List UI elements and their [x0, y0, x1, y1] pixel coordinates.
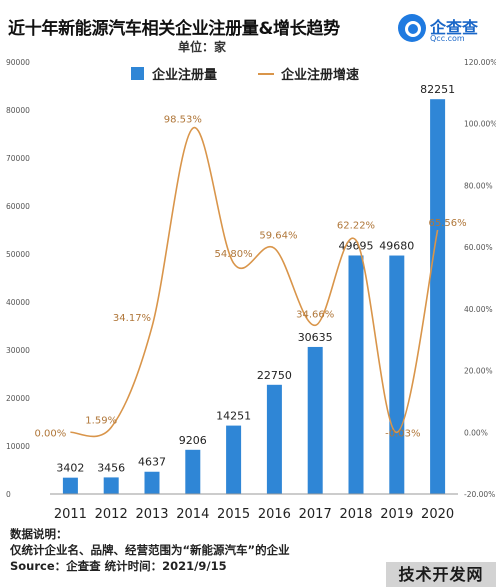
line-value-labels: 0.00% 1.59% 34.17% 98.53% 54.80% 59.64% 34.66%… [35, 114, 467, 439]
left-tick-label: 70000 [6, 154, 30, 163]
bar [226, 425, 242, 494]
left-tick-label: 0 [6, 490, 11, 499]
bar [430, 99, 446, 495]
bar-value-label: 22750 [257, 369, 292, 382]
left-axis: 0 10000 20000 30000 40000 50000 60000 70000 8000… [6, 58, 30, 499]
watermark-badge: 技术开发网 [386, 562, 496, 587]
x-tick-label: 2015 [217, 507, 250, 522]
x-tick-label: 2018 [339, 507, 372, 522]
right-tick-label: 0.00% [464, 428, 488, 437]
left-tick-label: 50000 [6, 250, 30, 259]
bar [62, 477, 78, 494]
legend-label-line: 企业注册增速 [280, 67, 359, 83]
right-tick-label: 60.00% [464, 243, 493, 252]
line-value-label: 65.56% [429, 218, 467, 229]
left-tick-label: 10000 [6, 442, 30, 451]
x-tick-label: 2014 [176, 507, 209, 522]
line-series [70, 127, 439, 438]
right-tick-label: 120.00% [464, 58, 496, 67]
bar [348, 255, 364, 494]
right-tick-label: 100.00% [464, 120, 496, 129]
bar [307, 346, 323, 494]
x-tick-label: 2019 [380, 507, 413, 522]
notes-heading: 数据说明： [10, 527, 68, 541]
right-axis: -20.00% 0.00% 20.00% 40.00% 60.00% 80.00% 100.… [464, 58, 496, 499]
line-value-label: 34.66% [296, 309, 334, 320]
bar [266, 384, 282, 494]
line-value-label: 59.64% [259, 230, 297, 241]
bar-value-label: 3456 [97, 461, 125, 474]
line-value-label: 54.80% [215, 249, 253, 260]
growth-line [70, 127, 439, 438]
bar-value-label: 82251 [420, 83, 455, 96]
line-value-label: -0.03% [385, 428, 420, 439]
left-tick-label: 20000 [6, 394, 30, 403]
bar-value-label: 14251 [216, 410, 251, 423]
x-tick-label: 2012 [95, 507, 128, 522]
data-notes: 数据说明： 仅统计企业名、品牌、经营范围为“新能源汽车”的企业 Source：企… [10, 526, 290, 574]
bar-series [62, 99, 446, 495]
title: 近十年新能源汽车相关企业注册量&增长趋势 [8, 19, 340, 39]
logo-sub: Qcc.com [430, 34, 465, 43]
bar [389, 255, 405, 494]
left-tick-label: 60000 [6, 202, 30, 211]
line-value-label: 34.17% [113, 313, 151, 324]
notes-line-2: Source：企查查 统计时间：2021/9/15 [10, 559, 227, 573]
x-tick-label: 2020 [421, 507, 454, 522]
qcc-logo-icon [398, 14, 426, 42]
qcc-logo: 企查查 Qcc.com [398, 12, 490, 48]
legend-label-bar: 企业注册量 [151, 67, 217, 83]
unit-label: 单位：家 [178, 40, 227, 54]
bar [103, 477, 119, 494]
line-value-label: 1.59% [85, 415, 117, 426]
line-value-label: 62.22% [337, 220, 375, 231]
left-tick-label: 40000 [6, 298, 30, 307]
x-tick-label: 2013 [135, 507, 168, 522]
right-tick-label: 80.00% [464, 181, 493, 190]
right-tick-label: 20.00% [464, 367, 493, 376]
bar-value-label: 4637 [138, 456, 166, 469]
x-axis: 2011 2012 2013 2014 2015 2016 2017 2018 2019 2020 [50, 493, 458, 522]
bar-value-label: 9206 [179, 434, 207, 447]
right-tick-label: 40.00% [464, 305, 493, 314]
bar-value-label: 3402 [56, 462, 84, 475]
bar [185, 449, 201, 494]
x-tick-label: 2017 [299, 507, 332, 522]
legend-swatch-bar [131, 67, 144, 80]
right-tick-label: -20.00% [464, 490, 495, 499]
left-tick-label: 80000 [6, 106, 30, 115]
notes-line-1: 仅统计企业名、品牌、经营范围为“新能源汽车”的企业 [10, 543, 290, 557]
bar-value-label: 30635 [298, 331, 333, 344]
bar [144, 471, 160, 494]
logo-name: 企查查 [430, 18, 479, 37]
x-tick-label: 2011 [54, 507, 87, 522]
bar-value-label: 49680 [379, 240, 414, 253]
line-value-label: 98.53% [164, 114, 202, 125]
line-value-label: 0.00% [35, 428, 67, 439]
left-tick-label: 30000 [6, 346, 30, 355]
left-tick-label: 90000 [6, 58, 30, 67]
x-tick-label: 2016 [258, 507, 291, 522]
legend: 企业注册量 企业注册增速 [131, 67, 359, 83]
